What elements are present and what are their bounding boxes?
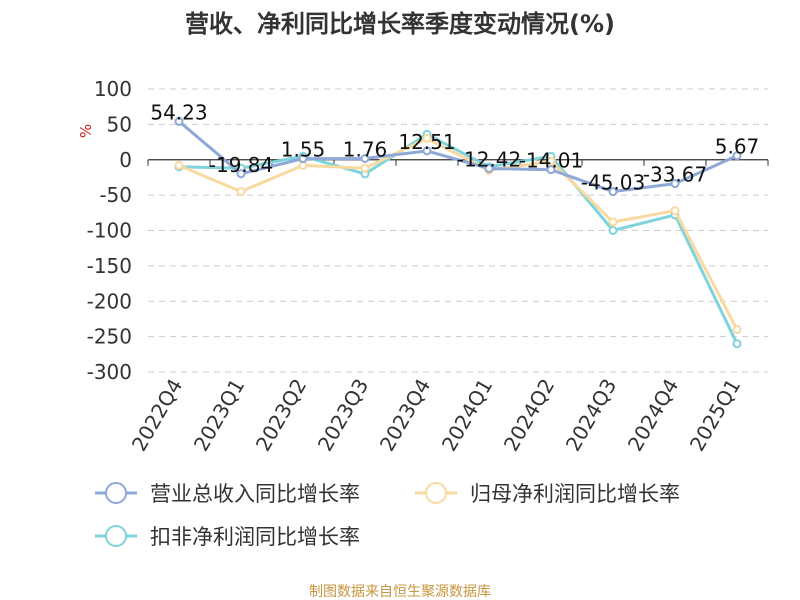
data-point (732, 325, 742, 335)
data-point (670, 179, 680, 189)
data-point (546, 165, 556, 175)
y-tick-label: 50 (107, 112, 132, 136)
y-tick-label: -200 (87, 289, 132, 313)
legend-marker (105, 525, 127, 547)
x-tick-label: 2024Q2 (499, 375, 559, 456)
data-point (236, 187, 246, 197)
data-label: -19.84 (209, 153, 273, 177)
data-label: 1.55 (281, 138, 326, 162)
x-tick-label: 2023Q1 (189, 375, 249, 456)
data-point (732, 151, 742, 161)
data-point (608, 226, 618, 235)
data-point (360, 154, 370, 164)
data-point (670, 206, 680, 216)
data-label: -45.03 (581, 171, 645, 195)
data-label: 1.76 (343, 138, 388, 162)
data-point (298, 154, 308, 164)
series-line (178, 137, 739, 331)
data-label: -14.01 (519, 149, 583, 173)
legend-label: 营业总收入同比增长率 (150, 482, 360, 506)
grid-lines (148, 88, 768, 373)
legend-item[interactable]: 归母净利润同比增长率 (415, 482, 680, 506)
y-tick-label: -100 (87, 219, 132, 243)
data-point (608, 217, 618, 227)
data-label: 5.67 (715, 135, 760, 159)
data-label: -12.42 (457, 148, 521, 172)
legend-marker (105, 482, 127, 504)
y-tick-label: -250 (87, 325, 132, 349)
chart-title: 营收、净利同比增长率季度变动情况(%) (185, 10, 615, 38)
legend-marker (425, 482, 447, 504)
data-point (608, 187, 618, 197)
x-tick-label: 2023Q2 (251, 375, 311, 456)
y-tick-label: -50 (99, 183, 132, 207)
data-point (484, 164, 494, 174)
legend-label: 扣非净利润同比增长率 (150, 525, 360, 549)
data-label: 12.51 (398, 130, 455, 154)
series-layer (174, 116, 742, 349)
x-tick-label: 2025Q1 (685, 375, 745, 456)
data-point (422, 134, 432, 144)
data-point (174, 116, 184, 126)
x-tick-label: 2024Q1 (437, 375, 497, 456)
data-point (546, 156, 556, 166)
x-tick-label: 2024Q3 (561, 375, 621, 456)
data-point (422, 146, 432, 156)
y-tick-label: -300 (87, 360, 132, 384)
legend-item[interactable]: 营业总收入同比增长率 (95, 482, 360, 506)
series-line (178, 120, 738, 194)
y-tick-label: 100 (94, 77, 132, 101)
x-tick-label: 2023Q4 (375, 375, 435, 456)
data-point (174, 160, 184, 170)
data-labels: 54.23 -19.84 1.55 1.76 12.51-12.42-14.01-45.… (150, 100, 759, 194)
legend-label: 归母净利润同比增长率 (470, 482, 680, 506)
data-label: 54.23 (150, 100, 207, 124)
data-label: -33.67 (643, 163, 707, 187)
x-tick-label: 2022Q4 (127, 375, 187, 456)
y-tick-label: 0 (119, 148, 132, 172)
data-point (360, 163, 370, 173)
data-point (236, 169, 246, 179)
x-tick-label: 2023Q3 (313, 375, 373, 456)
series-line (178, 132, 739, 345)
data-point (732, 339, 742, 349)
x-tick-label: 2024Q4 (623, 375, 683, 456)
y-tick-label: -150 (87, 254, 132, 278)
source-note: 制图数据来自恒生聚源数据库 (309, 584, 491, 600)
y-axis-unit-label: % (77, 124, 95, 138)
legend-item[interactable]: 扣非净利润同比增长率 (95, 525, 360, 549)
